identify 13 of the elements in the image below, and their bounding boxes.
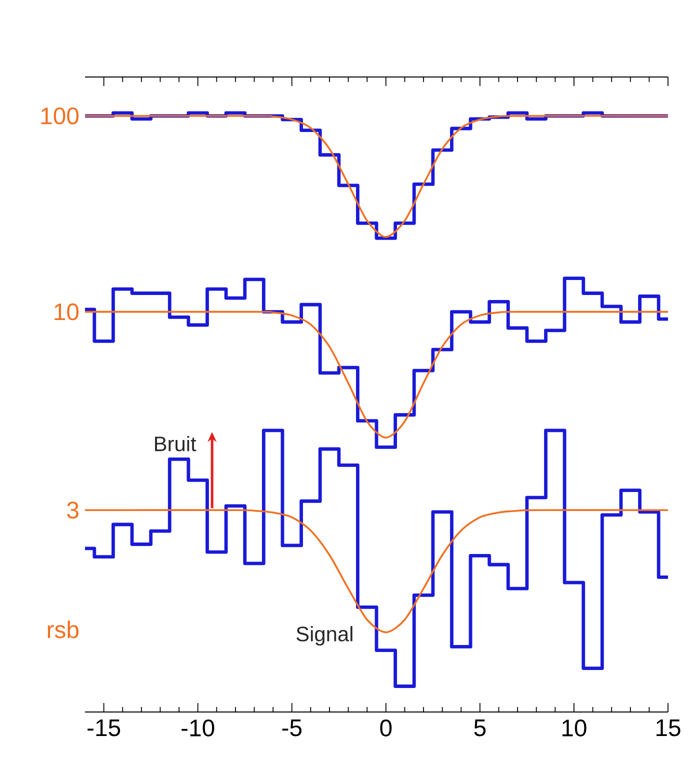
- x-tick-label: 0: [380, 720, 392, 736]
- x-tick-label: 15: [656, 720, 680, 736]
- annotation: Signal: [296, 626, 352, 646]
- x-tick-label: -5: [282, 720, 302, 736]
- series-label: 10: [54, 303, 79, 320]
- y-axis-title: rsb: [48, 620, 78, 638]
- x-tick-label: -15: [88, 720, 120, 736]
- x-tick-label: -10: [182, 720, 214, 736]
- series-label: 3: [67, 502, 78, 519]
- x-tick-label: 10: [562, 720, 586, 736]
- series-label: 100: [41, 107, 79, 124]
- annotation: Bruit: [155, 436, 196, 452]
- x-tick-label: 5: [474, 720, 486, 736]
